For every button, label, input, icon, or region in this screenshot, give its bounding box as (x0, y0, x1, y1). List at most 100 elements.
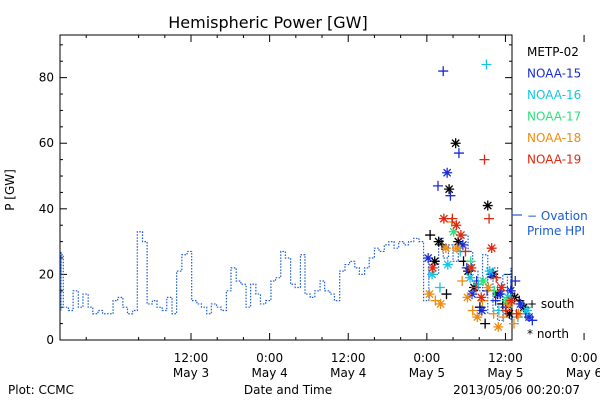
plot-area (60, 59, 538, 332)
y-tick-label: 60 (39, 136, 54, 150)
x-tick-date-label: May 4 (251, 366, 287, 380)
south-marker (508, 318, 519, 329)
north-marker (524, 312, 535, 323)
y-tick-label: 80 (39, 71, 54, 85)
north-marker (429, 256, 440, 267)
south-marker (527, 315, 538, 326)
north-marker (522, 305, 533, 316)
chart-title: Hemispheric Power [GW] (168, 13, 367, 32)
north-marker (442, 167, 453, 178)
north-marker (424, 289, 435, 300)
north-marker (466, 262, 477, 273)
x-tick-time-label: 0:00 (571, 351, 598, 365)
north-marker (493, 321, 504, 332)
south-marker (501, 305, 512, 316)
south-marker (511, 308, 522, 319)
ovation-legend-label: − Ovation (527, 209, 588, 223)
north-marker (438, 213, 449, 224)
north-marker (462, 292, 473, 303)
north-marker (423, 253, 434, 264)
north-marker (484, 266, 495, 277)
x-tick-time-label: 0:00 (413, 351, 440, 365)
y-tick-label: 40 (39, 202, 54, 216)
series-noaa-16 (427, 59, 533, 323)
south-marker (479, 154, 490, 165)
marker-legend-south: + south (527, 297, 574, 311)
x-tick-time-label: 12:00 (174, 351, 209, 365)
north-marker (486, 269, 497, 280)
south-marker (425, 230, 436, 241)
x-tick-date-label: May 6 (566, 366, 600, 380)
north-marker (506, 295, 517, 306)
south-marker (465, 256, 476, 267)
north-marker (482, 200, 493, 211)
x-tick-date-label: May 4 (330, 366, 366, 380)
legend-entry-noaa-18: NOAA-18 (527, 131, 581, 145)
ovation-legend-label-2: Prime HPI (527, 224, 585, 238)
north-marker (496, 282, 507, 293)
north-marker (486, 243, 497, 254)
south-marker (441, 289, 452, 300)
x-axis-label: Date and Time (244, 383, 332, 397)
marker-type-legend: + south * north (527, 297, 574, 341)
plot-frame (59, 34, 513, 341)
south-marker (438, 66, 449, 77)
south-marker (460, 246, 471, 257)
north-marker (427, 269, 438, 280)
y-tick-label: 20 (39, 267, 54, 281)
south-marker (480, 318, 491, 329)
y-tick-label: 0 (46, 333, 54, 347)
x-tick-date-label: May 5 (487, 366, 523, 380)
x-tick-time-label: 12:00 (331, 351, 366, 365)
series-noaa-19 (427, 154, 522, 319)
south-marker (498, 312, 509, 323)
south-marker (430, 295, 441, 306)
south-marker (432, 180, 443, 191)
south-marker (470, 282, 481, 293)
plot-source-label: Plot: CCMC (8, 383, 74, 397)
north-marker (478, 275, 489, 286)
marker-legend-north: * north (527, 327, 569, 341)
north-marker (451, 243, 462, 254)
north-marker (444, 184, 455, 195)
north-marker (465, 272, 476, 283)
legend-entry-noaa-15: NOAA-15 (527, 67, 581, 81)
south-marker (510, 275, 521, 286)
south-marker (445, 190, 456, 201)
north-marker (457, 239, 468, 250)
y-axis-label: P [GW] (3, 169, 17, 211)
plot-timestamp: 2013/05/06 00:20:07 (453, 383, 580, 397)
south-marker (490, 295, 501, 306)
north-marker (505, 285, 516, 296)
north-marker (451, 220, 462, 231)
north-marker (442, 259, 453, 270)
legend-entry-metp-02: METP-02 (527, 45, 579, 59)
y-axis: 0 20 40 60 80 (39, 44, 512, 347)
north-marker (504, 308, 515, 319)
legend-entry-noaa-16: NOAA-16 (527, 88, 581, 102)
north-marker (435, 298, 446, 309)
south-marker (491, 272, 502, 283)
x-tick-time-label: 0:00 (256, 351, 283, 365)
ovation-legend: − Ovation Prime HPI (512, 209, 588, 238)
south-marker (434, 282, 445, 293)
north-marker (476, 305, 487, 316)
north-marker (476, 292, 487, 303)
south-marker (488, 308, 499, 319)
north-marker (440, 243, 451, 254)
satellite-markers (423, 59, 538, 332)
north-marker (495, 289, 506, 300)
south-marker (467, 305, 478, 316)
x-tick-date-label: May 5 (409, 366, 445, 380)
legend-entry-noaa-17: NOAA-17 (527, 110, 581, 124)
ovation-prime-hpi-line (60, 231, 512, 321)
north-marker (455, 230, 466, 241)
x-tick-time-label: 12:00 (488, 351, 523, 365)
south-marker (481, 59, 492, 70)
north-marker (515, 298, 526, 309)
legend-entry-noaa-19: NOAA-19 (527, 153, 581, 167)
north-marker (450, 138, 461, 149)
satellite-legend: METP-02 NOAA-15 NOAA-16 NOAA-17 NOAA-18 NOAA-… (527, 45, 581, 167)
